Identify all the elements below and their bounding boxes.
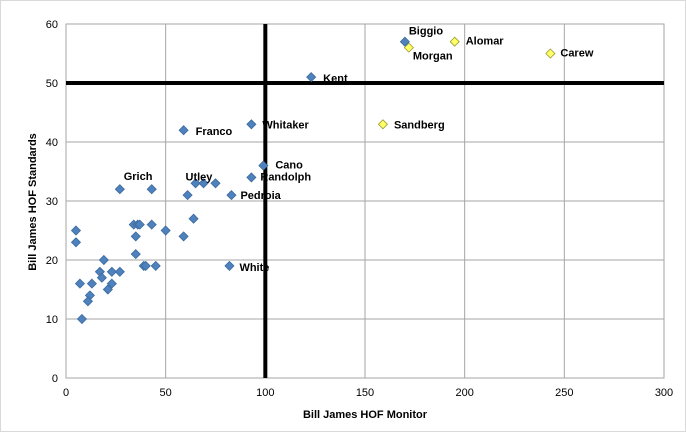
point-whitaker — [246, 119, 257, 130]
data-points — [70, 36, 556, 325]
point-carew — [545, 48, 556, 59]
label-whitaker: Whitaker — [262, 119, 309, 131]
data-point — [190, 178, 201, 189]
x-tick-label: 300 — [655, 387, 673, 399]
data-point — [114, 184, 125, 195]
label-pedroia: Pedroia — [240, 190, 281, 202]
x-axis-title: Bill James HOF Monitor — [303, 409, 428, 421]
point-utley — [210, 178, 221, 189]
x-tick-label: 250 — [555, 387, 573, 399]
data-point — [130, 231, 141, 242]
y-tick-label: 30 — [46, 196, 58, 208]
data-point — [150, 260, 161, 271]
data-point — [114, 266, 125, 277]
point-randolph — [246, 172, 257, 183]
label-sandberg: Sandberg — [394, 119, 445, 131]
data-point — [82, 296, 93, 307]
point-cano — [258, 160, 269, 171]
point-grich — [146, 184, 157, 195]
point-alomar — [449, 36, 460, 47]
y-tick-label: 0 — [52, 373, 58, 385]
y-tick-label: 60 — [46, 19, 58, 31]
point-white — [224, 260, 235, 271]
label-grich: Grich — [124, 171, 153, 183]
data-point — [70, 237, 82, 248]
label-morgan: Morgan — [413, 51, 453, 63]
data-point — [134, 219, 145, 230]
data-point — [74, 278, 86, 289]
reference-lines — [66, 24, 664, 378]
y-tick-label: 40 — [46, 137, 58, 149]
data-point — [70, 225, 82, 236]
label-cano: Cano — [275, 160, 303, 172]
point-labels: Morgan Alomar Carew Sandberg Biggio Kent Whita… — [124, 26, 594, 274]
label-white: White — [239, 262, 269, 274]
y-tick-label: 20 — [46, 255, 58, 267]
data-point — [198, 178, 209, 189]
label-kent: Kent — [323, 73, 348, 85]
x-tick-label: 200 — [455, 387, 473, 399]
x-tick-label: 150 — [356, 387, 374, 399]
data-point — [106, 278, 117, 289]
data-point — [86, 278, 97, 289]
data-point — [160, 225, 171, 236]
x-tick-label: 0 — [63, 387, 69, 399]
axis-ticks: 0 10 20 30 40 50 60 0 50 100 150 200 250 300 — [46, 19, 673, 399]
point-sandberg — [377, 119, 389, 130]
y-tick-label: 50 — [46, 78, 58, 90]
label-utley: Utley — [186, 171, 214, 183]
data-point — [146, 219, 157, 230]
label-alomar: Alomar — [466, 36, 505, 48]
label-biggio: Biggio — [409, 26, 443, 38]
data-point — [102, 284, 113, 295]
label-randolph: Randolph — [260, 171, 311, 183]
point-morgan — [403, 42, 414, 53]
data-point — [182, 190, 193, 201]
y-tick-label: 10 — [46, 314, 58, 326]
gridlines — [65, 23, 665, 379]
x-tick-label: 100 — [256, 387, 274, 399]
y-axis-title: Bill James HOF Standards — [27, 133, 39, 271]
data-point — [106, 266, 117, 277]
x-tick-label: 50 — [160, 387, 172, 399]
data-point — [98, 254, 109, 266]
point-franco — [178, 125, 189, 136]
data-point — [130, 249, 141, 260]
label-carew: Carew — [560, 48, 593, 60]
point-kent — [306, 72, 317, 83]
data-point — [96, 272, 107, 283]
data-point — [140, 260, 151, 271]
data-point — [76, 313, 88, 325]
data-point — [188, 213, 199, 224]
point-pedroia — [226, 190, 237, 201]
point-biggio — [399, 36, 410, 47]
data-point — [178, 231, 189, 242]
label-franco: Franco — [196, 126, 233, 138]
